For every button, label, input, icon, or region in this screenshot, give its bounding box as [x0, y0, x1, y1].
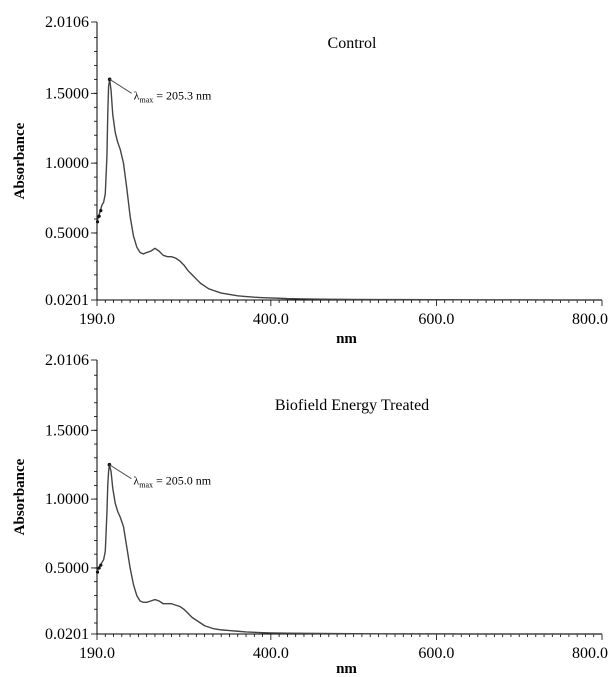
y-axis-title: Absorbance	[12, 458, 28, 535]
spectrum-line	[96, 78, 602, 301]
lambda-max-annotation: λmax = 205.0 nm	[133, 474, 211, 490]
y-tick-label: 0.5000	[45, 560, 89, 577]
y-tick-label: 1.5000	[45, 85, 89, 102]
y-tick-label: 2.0106	[45, 14, 89, 31]
annotation-leader	[109, 464, 132, 480]
x-tick-label: 190.0	[79, 645, 115, 662]
y-tick-label: 1.5000	[45, 422, 89, 439]
x-tick-label: 800.0	[572, 311, 608, 328]
chart-panel-2: 190.0 400.0 600.0 800.0 0.0201 0.5000 1.0000 1.…	[12, 352, 608, 677]
chart-title: Biofield Energy Treated	[275, 397, 429, 414]
data-point	[95, 570, 100, 574]
y-tick-label: 0.0201	[45, 626, 89, 643]
y-tick-label: 1.0000	[45, 155, 89, 172]
data-point	[97, 214, 101, 218]
data-point	[97, 566, 101, 570]
y-tick-label: 0.5000	[45, 225, 89, 242]
lambda-max-annotation: λmax = 205.3 nm	[134, 88, 212, 104]
x-tick-label: 400.0	[253, 645, 289, 662]
x-axis-title: nm	[336, 661, 357, 677]
x-axis-title: nm	[336, 331, 357, 347]
chart-title: Control	[328, 35, 377, 52]
y-tick-label: 2.0106	[45, 352, 89, 369]
chart-panel-1: 190.0 400.0 600.0 800.0 0.0201 0.5000 1.0000 1.…	[12, 14, 608, 347]
y-tick-label: 0.0201	[45, 292, 89, 309]
x-tick-label: 800.0	[572, 645, 608, 662]
x-tick-label: 400.0	[253, 311, 289, 328]
y-tick-label: 1.0000	[45, 491, 89, 508]
data-point	[99, 563, 103, 567]
data-point	[99, 209, 103, 213]
y-axis-title: Absorbance	[12, 122, 28, 199]
annotation-leader	[109, 78, 132, 94]
x-tick-label: 600.0	[418, 311, 454, 328]
x-tick-label: 600.0	[418, 645, 454, 662]
x-tick-label: 190.0	[79, 311, 115, 328]
spectrum-line	[96, 464, 602, 635]
data-point	[95, 220, 100, 224]
